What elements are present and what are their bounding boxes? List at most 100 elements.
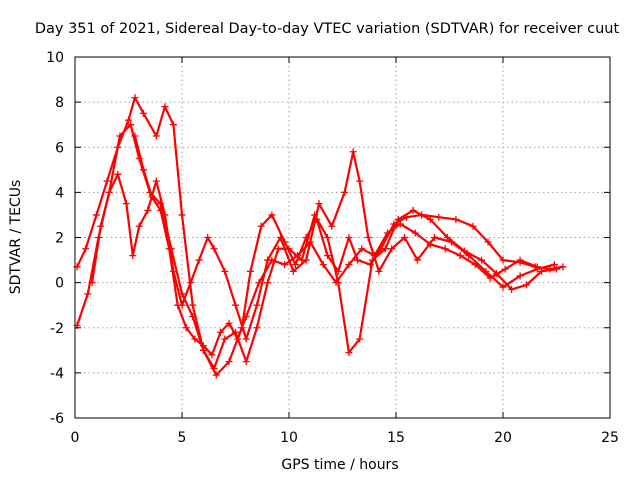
data-point [268,256,276,264]
data-point [148,193,156,201]
y-tick-label: 0 [55,276,64,292]
data-point [225,358,233,366]
data-point [499,283,507,291]
data-point [469,222,477,230]
data-point [371,252,379,260]
data-point [246,267,254,275]
chart-title: Day 351 of 2021, Sidereal Day-to-day VTE… [35,21,620,37]
data-point [324,252,332,260]
data-point [103,177,111,185]
data-point [353,256,361,264]
series-track-1 [73,94,567,379]
data-point [396,220,404,228]
data-point [253,324,261,332]
data-point [174,301,182,309]
data-point [255,279,263,287]
data-point [157,206,165,214]
data-point [135,222,143,230]
tick-layer: 0 5 10 15 20 25 -6 -4 -2 0 2 4 6 8 10 [46,50,619,446]
data-point [478,256,486,264]
data-point [356,335,364,343]
x-tick-label: 5 [178,430,187,446]
data-point [452,215,460,223]
data-point [319,261,327,269]
data-point [383,229,391,237]
series-layer [73,94,567,379]
data-point [413,256,421,264]
data-point [161,103,169,111]
y-tick-label: -4 [50,366,64,382]
data-point [139,166,147,174]
data-point [212,371,220,379]
x-tick-label: 15 [387,430,405,446]
data-point [116,132,124,140]
data-point [276,234,284,241]
data-point [242,358,250,366]
data-point [358,245,366,253]
y-tick-label: 8 [55,95,64,111]
data-point [125,116,132,124]
data-point [169,121,177,129]
y-tick-label: 2 [55,231,64,247]
data-point [332,279,340,287]
data-point [208,351,216,359]
data-point [302,256,310,264]
data-point [129,252,137,260]
data-point [431,234,439,241]
data-point [257,222,265,230]
data-point [242,335,250,343]
data-point [435,213,443,221]
series-track-4 [131,132,541,359]
series-line [75,123,558,370]
grid [75,57,610,418]
data-point [144,206,152,214]
data-point [114,170,122,178]
y-tick-label: -6 [50,411,64,427]
data-point [204,234,212,241]
data-point [411,229,419,237]
data-point [217,328,225,336]
data-point [523,281,531,289]
data-point [242,312,250,320]
series-line [90,150,556,341]
data-point [178,211,186,219]
data-point [401,234,409,241]
data-point [484,238,492,246]
data-point [516,256,524,264]
data-point [131,94,139,102]
data-point [356,177,364,185]
y-tick-label: 10 [46,50,64,66]
data-point [501,265,509,273]
data-point [441,245,449,253]
data-point [516,272,524,280]
data-point [253,301,261,309]
data-point [274,245,282,253]
data-point [381,245,389,253]
data-point [234,335,242,343]
data-point [221,335,229,343]
data-point [426,215,434,223]
y-tick-label: -2 [50,321,64,337]
data-point [306,238,314,246]
data-point [328,222,336,230]
data-point [84,290,92,298]
data-point [268,211,276,219]
data-point [465,252,473,260]
data-point [341,188,349,196]
data-point [375,267,383,275]
data-point [131,132,139,140]
data-point [152,132,160,140]
data-point [232,301,239,309]
data-point [97,222,105,230]
x-tick-label: 25 [601,430,619,446]
y-axis-label: SDTVAR / TECUs [8,180,24,295]
data-point [88,279,96,287]
data-point [426,240,434,248]
data-point [210,364,218,372]
data-point [533,263,541,271]
x-tick-label: 20 [494,430,512,446]
data-point [486,274,494,282]
data-point [165,245,173,253]
data-point [409,206,417,214]
